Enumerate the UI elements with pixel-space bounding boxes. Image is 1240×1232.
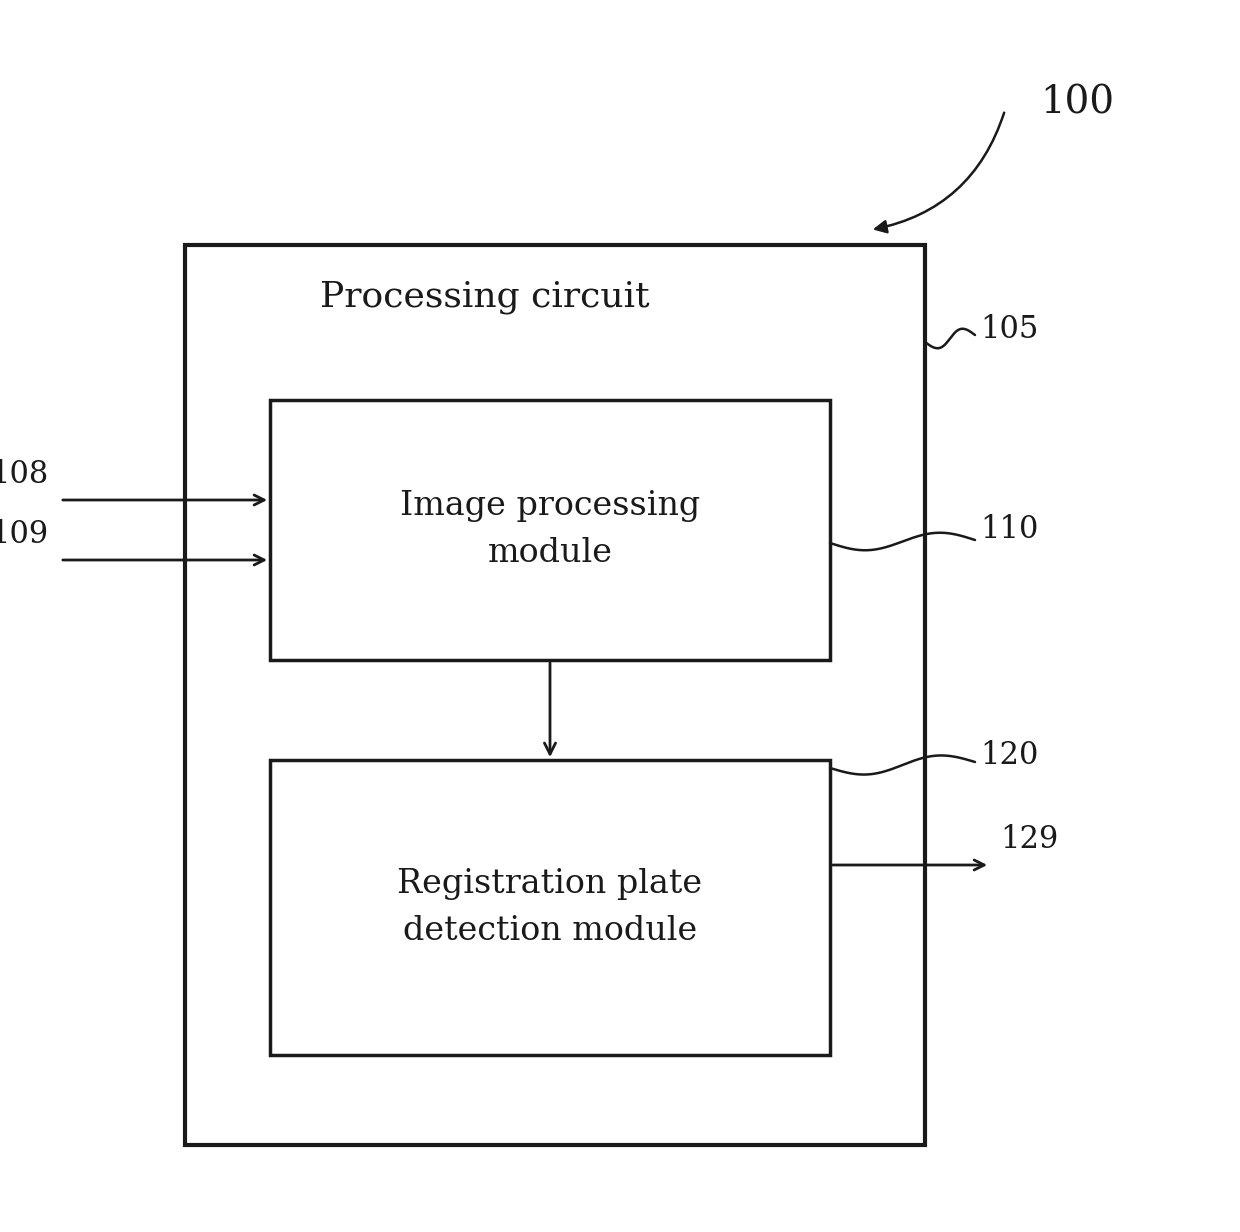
Text: 108: 108 [0, 460, 48, 490]
Text: 109: 109 [0, 519, 48, 549]
Text: 129: 129 [999, 824, 1058, 855]
Text: 120: 120 [980, 739, 1038, 770]
Text: Processing circuit: Processing circuit [320, 280, 650, 314]
Text: 105: 105 [980, 314, 1038, 345]
Text: 100: 100 [1040, 85, 1114, 122]
Bar [270, 760, 830, 1055]
Text: 110: 110 [980, 515, 1038, 546]
Bar [270, 400, 830, 660]
Bar [185, 245, 925, 1145]
Text: Image processing
module: Image processing module [399, 490, 701, 569]
Text: Registration plate
detection module: Registration plate detection module [398, 869, 703, 947]
